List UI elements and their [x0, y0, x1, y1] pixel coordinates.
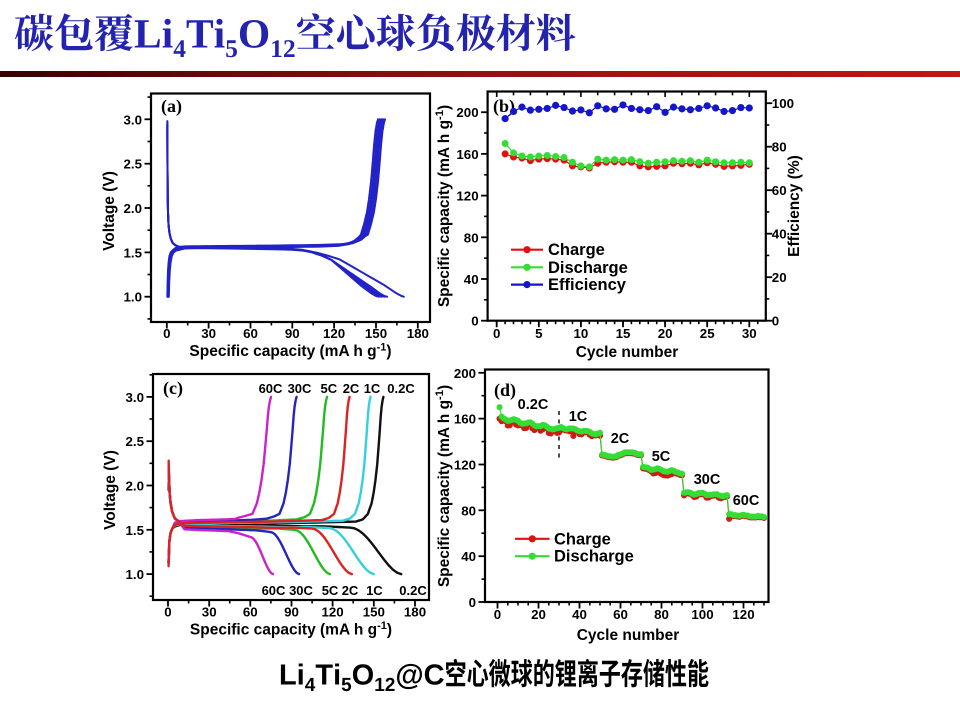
svg-text:0.2C: 0.2C: [518, 397, 549, 413]
svg-text:120: 120: [732, 607, 754, 622]
svg-text:160: 160: [456, 147, 478, 162]
svg-text:60: 60: [772, 183, 787, 198]
svg-text:40: 40: [572, 607, 587, 622]
svg-text:60: 60: [243, 605, 258, 620]
svg-text:120: 120: [454, 458, 476, 473]
svg-text:0: 0: [494, 607, 501, 622]
svg-text:90: 90: [284, 605, 299, 620]
svg-text:0: 0: [471, 314, 478, 329]
svg-text:Efficiency: Efficiency: [548, 276, 627, 294]
svg-text:2.5: 2.5: [126, 434, 145, 449]
svg-text:1.0: 1.0: [124, 290, 143, 305]
svg-text:180: 180: [404, 605, 426, 620]
svg-text:80: 80: [464, 230, 479, 245]
svg-text:30: 30: [202, 605, 217, 620]
svg-text:20: 20: [658, 326, 673, 341]
svg-text:30C: 30C: [288, 381, 312, 396]
svg-text:60C: 60C: [259, 381, 283, 396]
svg-text:1.0: 1.0: [126, 567, 145, 582]
svg-text:0: 0: [164, 605, 171, 620]
svg-text:120: 120: [323, 326, 345, 341]
svg-text:30: 30: [201, 326, 216, 341]
svg-text:120: 120: [322, 605, 344, 620]
svg-text:Discharge: Discharge: [548, 259, 628, 277]
svg-text:Charge: Charge: [554, 530, 611, 548]
svg-text:10: 10: [574, 326, 589, 341]
svg-text:80: 80: [461, 503, 476, 518]
svg-text:30: 30: [742, 326, 757, 341]
svg-text:80: 80: [772, 140, 787, 155]
svg-text:0: 0: [163, 326, 170, 341]
svg-text:5: 5: [535, 326, 543, 341]
svg-text:Cycle number: Cycle number: [577, 627, 680, 644]
svg-text:Specific capacity (mA h g-1): Specific capacity (mA h g-1): [434, 105, 453, 307]
svg-text:0.2C: 0.2C: [399, 583, 427, 598]
svg-text:Specific capacity (mA h g-1): Specific capacity (mA h g-1): [190, 620, 392, 639]
svg-text:5C: 5C: [652, 449, 671, 465]
svg-text:3.0: 3.0: [126, 390, 145, 405]
svg-text:160: 160: [454, 412, 476, 427]
svg-text:200: 200: [454, 366, 476, 381]
svg-text:120: 120: [456, 189, 478, 204]
svg-text:Charge: Charge: [548, 241, 605, 259]
svg-text:2.0: 2.0: [124, 201, 143, 216]
svg-text:(a): (a): [161, 96, 182, 117]
svg-text:60: 60: [613, 607, 628, 622]
svg-text:2C: 2C: [611, 431, 630, 447]
svg-text:20: 20: [531, 607, 546, 622]
svg-text:180: 180: [407, 326, 429, 341]
svg-text:40: 40: [464, 272, 479, 287]
svg-text:25: 25: [700, 326, 715, 341]
svg-text:(d): (d): [494, 380, 516, 401]
svg-text:2.0: 2.0: [126, 479, 145, 494]
svg-text:30C: 30C: [694, 472, 721, 488]
svg-text:40: 40: [772, 227, 787, 242]
svg-text:2.5: 2.5: [124, 157, 143, 172]
svg-text:Specific capacity (mA h g-1): Specific capacity (mA h g-1): [189, 342, 391, 361]
svg-text:(b): (b): [493, 96, 515, 117]
svg-text:0: 0: [493, 326, 500, 341]
svg-text:30C: 30C: [289, 583, 313, 598]
svg-text:Cycle number: Cycle number: [576, 344, 679, 361]
svg-text:1.5: 1.5: [126, 523, 145, 538]
svg-text:20: 20: [772, 270, 787, 285]
svg-text:Voltage (V): Voltage (V): [101, 171, 118, 251]
svg-text:3.0: 3.0: [124, 112, 143, 127]
svg-text:60: 60: [243, 326, 258, 341]
svg-text:1C: 1C: [569, 409, 588, 425]
svg-text:1C: 1C: [366, 583, 383, 598]
svg-text:Voltage (V): Voltage (V): [102, 450, 119, 530]
svg-text:100: 100: [772, 96, 794, 111]
svg-text:150: 150: [363, 605, 385, 620]
svg-text:2C: 2C: [342, 583, 359, 598]
svg-text:0: 0: [772, 314, 779, 329]
svg-text:1C: 1C: [364, 381, 381, 396]
svg-text:100: 100: [691, 607, 713, 622]
svg-text:90: 90: [285, 326, 300, 341]
svg-text:5C: 5C: [322, 583, 339, 598]
svg-text:60C: 60C: [733, 493, 760, 509]
svg-text:(c): (c): [163, 378, 183, 399]
svg-text:200: 200: [456, 105, 478, 120]
svg-text:Efficiency (%): Efficiency (%): [786, 155, 803, 257]
svg-text:0.2C: 0.2C: [387, 381, 415, 396]
svg-text:150: 150: [365, 326, 387, 341]
svg-text:15: 15: [616, 326, 631, 341]
svg-text:40: 40: [461, 549, 476, 564]
svg-text:0: 0: [469, 595, 476, 610]
svg-text:2C: 2C: [343, 381, 360, 396]
svg-text:Discharge: Discharge: [554, 548, 634, 566]
svg-text:80: 80: [654, 607, 669, 622]
svg-text:60C: 60C: [262, 583, 286, 598]
svg-text:5C: 5C: [320, 381, 337, 396]
svg-text:1.5: 1.5: [124, 245, 143, 260]
svg-text:Specific capacity (mA h g-1): Specific capacity (mA h g-1): [434, 385, 453, 587]
